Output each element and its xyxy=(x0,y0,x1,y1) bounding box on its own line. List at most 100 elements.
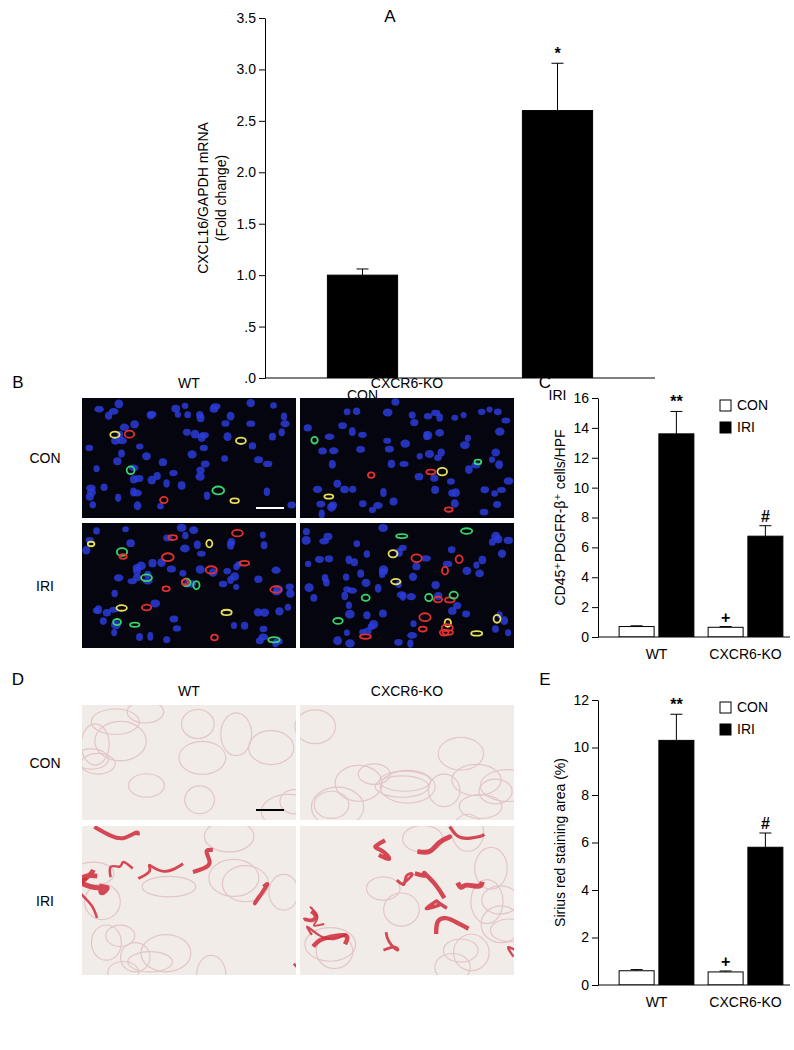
nucleus xyxy=(460,441,470,449)
error-bar-stem xyxy=(765,526,766,536)
collagen-deposit xyxy=(458,882,483,888)
y-tick-mark xyxy=(259,378,265,379)
x-axis-line xyxy=(598,637,790,638)
x-tick: WT xyxy=(646,646,668,662)
nucleus xyxy=(254,456,263,463)
nucleus xyxy=(210,405,219,413)
nucleus xyxy=(126,539,135,547)
legend-swatch xyxy=(720,422,731,433)
nucleus xyxy=(313,486,322,493)
micrograph-cell xyxy=(74,701,316,829)
column-label: CXCR6-KO xyxy=(371,683,443,699)
collagen-deposit xyxy=(110,862,133,877)
stained-cell xyxy=(212,487,224,495)
tubule-outline xyxy=(197,955,226,994)
y-tick: 10 xyxy=(573,739,598,755)
nucleus xyxy=(373,502,383,509)
nucleus xyxy=(431,410,440,416)
nucleus xyxy=(461,412,467,418)
nucleus xyxy=(118,449,125,457)
stained-cell xyxy=(426,470,435,475)
tubule-outline xyxy=(314,791,349,818)
nucleus xyxy=(132,489,142,496)
tubule-outline xyxy=(95,721,146,760)
error-bar-cap xyxy=(631,625,643,626)
stained-cell xyxy=(434,597,442,603)
legend: CONIRI xyxy=(720,699,768,737)
stained-cell xyxy=(445,619,451,627)
tubule-outline xyxy=(81,753,115,774)
x-tick: WT xyxy=(646,994,668,1010)
error-bar-cap xyxy=(552,63,564,64)
tubule-outline xyxy=(481,906,521,943)
y-tick-mark xyxy=(592,637,598,638)
nucleus xyxy=(200,445,208,451)
tubule-outline xyxy=(72,862,114,885)
nucleus xyxy=(489,457,495,463)
nucleus xyxy=(90,501,96,508)
collagen-deposit xyxy=(78,870,98,884)
y-tick: .5 xyxy=(244,319,265,335)
significance-mark: + xyxy=(721,609,730,626)
error-bar xyxy=(759,833,771,847)
error-bar xyxy=(357,269,369,275)
tubule-outline xyxy=(127,701,164,723)
nucleus xyxy=(196,565,205,574)
stained-cell xyxy=(311,437,317,444)
y-tick-mark xyxy=(592,488,598,489)
stained-cell xyxy=(391,579,400,584)
nucleus xyxy=(325,555,333,562)
nucleus xyxy=(85,445,93,451)
scale-bar xyxy=(256,809,284,811)
tubule-outline xyxy=(435,954,470,982)
x-axis: WT CXCR6-KO xyxy=(598,637,790,662)
tubule-outline xyxy=(128,952,173,972)
x-tick-label: CXCR6-KO xyxy=(709,646,781,662)
nucleus xyxy=(133,564,142,571)
nucleus xyxy=(462,567,471,575)
micrograph xyxy=(82,705,296,820)
y-tick-mark xyxy=(592,938,598,939)
nucleus xyxy=(170,615,179,622)
y-tick-label: 0 xyxy=(581,629,589,645)
nucleus xyxy=(451,488,460,497)
significance-mark: ** xyxy=(670,696,683,713)
stained-cell xyxy=(206,540,212,548)
y-tick: 14 xyxy=(573,420,598,436)
error-bar xyxy=(720,970,732,972)
scale-bar xyxy=(256,507,284,509)
y-tick-label: 2 xyxy=(581,929,589,945)
nucleus xyxy=(286,584,294,591)
stained-cell xyxy=(162,553,174,561)
nucleus xyxy=(391,398,399,406)
y-axis-line xyxy=(265,19,266,379)
nucleus xyxy=(319,538,329,544)
y-tick-label: 2.0 xyxy=(237,164,257,180)
legend: CONIRI xyxy=(720,397,768,435)
y-axis-title: Sirius red staining area (%) xyxy=(552,758,568,927)
nucleus xyxy=(199,432,209,438)
tubule-outline xyxy=(204,821,254,852)
error-bar-cap xyxy=(759,833,771,834)
nucleus xyxy=(346,601,352,609)
nucleus xyxy=(182,403,189,409)
nucleus xyxy=(195,473,204,481)
nucleus xyxy=(504,477,514,484)
nucleus xyxy=(167,565,176,572)
collagen-deposit xyxy=(255,884,267,903)
nucleus xyxy=(343,573,350,580)
nucleus xyxy=(424,413,432,419)
nucleus xyxy=(487,407,493,413)
image-panel: BWTCXCR6-KOCONIRI xyxy=(12,373,514,648)
nucleus xyxy=(341,591,348,600)
nucleus xyxy=(111,629,117,636)
nucleus xyxy=(333,636,342,645)
error-bar xyxy=(552,63,564,110)
legend-label: CON xyxy=(737,397,768,413)
nucleus xyxy=(327,503,336,512)
significance-mark: * xyxy=(554,45,561,62)
y-tick-mark xyxy=(592,518,598,519)
row-label: IRI xyxy=(36,578,54,594)
nucleus xyxy=(431,486,439,494)
y-tick: 6 xyxy=(581,834,598,850)
